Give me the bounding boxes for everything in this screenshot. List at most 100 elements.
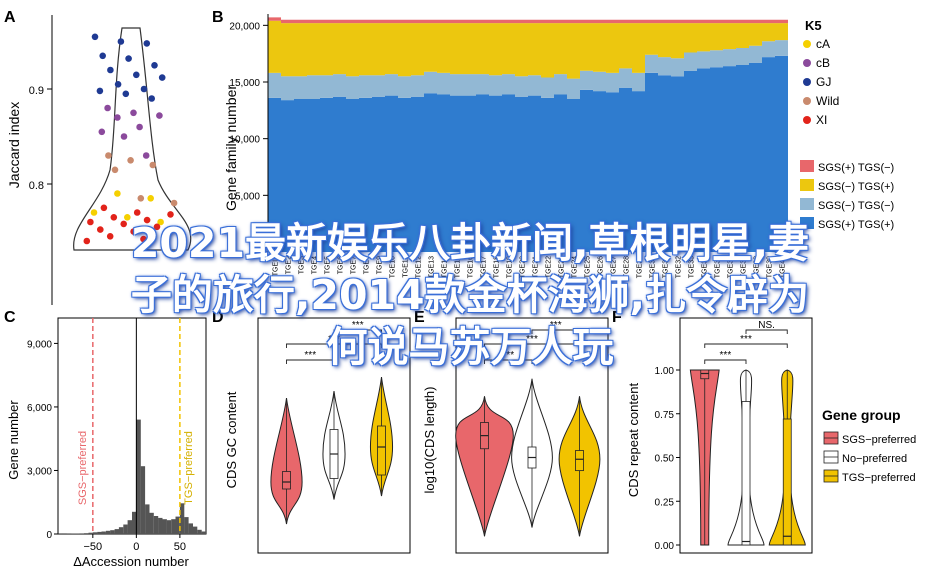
panel-b-x-label: TGE22 <box>546 256 553 278</box>
k5-legend-title: K5 <box>805 18 822 33</box>
significance-label: *** <box>502 350 514 361</box>
boxplot-2 <box>782 418 792 546</box>
panel-b-x-label: TGE2 <box>286 256 293 274</box>
panel-d-violins: *** *** *** <box>270 320 394 525</box>
panel-b-x-label: TGE32 <box>676 256 683 278</box>
histogram-bar <box>166 520 172 534</box>
area-series-3 <box>268 17 788 24</box>
panel-b-x-label: TGE38 <box>754 256 761 278</box>
significance-bracket <box>333 329 382 334</box>
scatter-point-XI <box>87 218 94 226</box>
panel-b-x-label: TGE31 <box>663 256 670 278</box>
panel-b-x-label: TGE11 <box>403 256 410 278</box>
scatter-point-XI <box>140 235 147 243</box>
scatter-point-GJ <box>122 90 130 98</box>
histogram-bar <box>118 527 124 534</box>
ytick-label: 0.00 <box>655 541 675 552</box>
overlay-text-line-3: 何说马苏万人玩 <box>326 323 614 371</box>
panel-b-x-label: TGE3 <box>299 256 306 274</box>
boxplot-0 <box>700 369 710 380</box>
panel-b-ytick-label: 15,000 <box>229 78 260 89</box>
scatter-point-XI <box>167 211 174 218</box>
legend-label: GJ <box>816 75 831 89</box>
scatter-point-XI <box>153 223 161 231</box>
legend-swatch <box>800 160 814 172</box>
panel-b-ytick-label: 5,000 <box>235 191 260 202</box>
scatter-point-XI <box>130 228 137 235</box>
panel-e-ylabel: log10(CDS length) <box>422 387 437 494</box>
scatter-point-Wild <box>149 161 157 169</box>
panel-a-violin <box>73 27 192 251</box>
scatter-point-cB <box>156 112 163 119</box>
histogram-bar <box>171 519 176 534</box>
ytick-label: 0.25 <box>655 497 675 508</box>
scatter-point-GJ <box>91 33 99 41</box>
panel-d-frame <box>257 317 411 554</box>
scatter-point-cA <box>114 190 121 197</box>
scatter-point-GJ <box>96 87 104 95</box>
panel-c-ytick-label: 3,000 <box>27 466 52 477</box>
scatter-point-GJ <box>143 40 151 47</box>
panel-b-ytick-label: 0 <box>254 248 260 259</box>
scatter-point-cA <box>157 218 164 226</box>
panel-b-x-label: TGE8 <box>364 256 371 274</box>
significance-label: *** <box>304 350 316 361</box>
panel-a-ytick-label: 0.8 <box>29 180 44 192</box>
significance-bracket <box>745 329 788 334</box>
legend-label: TGS−preferred <box>842 472 916 484</box>
legend-swatch <box>800 217 814 229</box>
panel-b-x-label: TGE24 <box>572 256 579 278</box>
panel-b-x-label: TGE17 <box>481 256 488 278</box>
panel-b-letter: B <box>212 9 224 26</box>
significance-bracket <box>704 343 788 348</box>
gene-group-legend: SGS−preferred No−preferred TGS−preferred <box>823 431 916 484</box>
legend-label: SGS(+) TGS(+) <box>818 219 894 231</box>
legend-label: SGS(−) TGS(+) <box>818 181 894 193</box>
legend-swatch <box>800 179 814 191</box>
scatter-point-GJ <box>133 71 140 79</box>
panel-b-ytick-label: 10,000 <box>229 135 260 146</box>
significance-bracket <box>286 343 382 348</box>
scatter-point-GJ <box>158 74 166 81</box>
scatter-point-cB <box>142 152 150 159</box>
scatter-point-XI <box>163 230 171 237</box>
histogram-bar <box>92 532 98 534</box>
panel-e-letter: E <box>414 309 425 326</box>
legend-label: SGS−preferred <box>842 434 916 446</box>
panel-b-x-label: TGE4 <box>312 256 319 274</box>
scatter-point-cB <box>120 133 128 140</box>
panel-d-ylabel: CDS GC content <box>224 391 239 488</box>
panel-f-frame <box>679 317 813 554</box>
panel-a-points <box>83 33 178 245</box>
scatter-point-cB <box>114 114 121 121</box>
scatter-point-XI <box>120 220 127 228</box>
scatter-point-XI <box>110 214 118 221</box>
scatter-point-GJ <box>125 55 132 62</box>
scatter-point-XI <box>83 237 91 245</box>
panel-b-x-label: TGE37 <box>741 256 748 278</box>
histogram-bar <box>149 512 154 534</box>
panel-c-xlabel: ΔAccession number <box>73 554 189 569</box>
scatter-point-cB <box>136 123 143 131</box>
significance-bracket <box>484 343 580 348</box>
panel-b-x-label: TGE36 <box>728 256 735 278</box>
panel-b-x-label: TGE9 <box>377 256 384 274</box>
panel-b-x-label: TGE21 <box>533 256 540 278</box>
significance-bracket <box>286 359 335 364</box>
scatter-point-XI <box>106 233 114 240</box>
legend-swatch <box>800 198 814 210</box>
panel-b-x-label: TGE14 <box>442 256 449 278</box>
panel-f-ylabel: CDS repeat content <box>626 383 641 498</box>
panel-c-ytick-label: 0 <box>46 530 52 541</box>
significance-bracket <box>531 329 580 334</box>
scatter-point-cA <box>124 214 131 221</box>
panel-b-area-chart <box>268 17 788 253</box>
panel-b-x-label: TGE40 <box>780 256 787 278</box>
histogram-bar <box>179 503 185 534</box>
panel-f-violins: *** *** NS. 0.00 0.25 0.50 0.75 1.00 <box>655 320 806 552</box>
legend-dot-cA <box>803 40 811 48</box>
scatter-point-cA <box>147 195 154 202</box>
legend-label: XI <box>816 113 827 127</box>
scatter-point-cB <box>130 109 137 117</box>
